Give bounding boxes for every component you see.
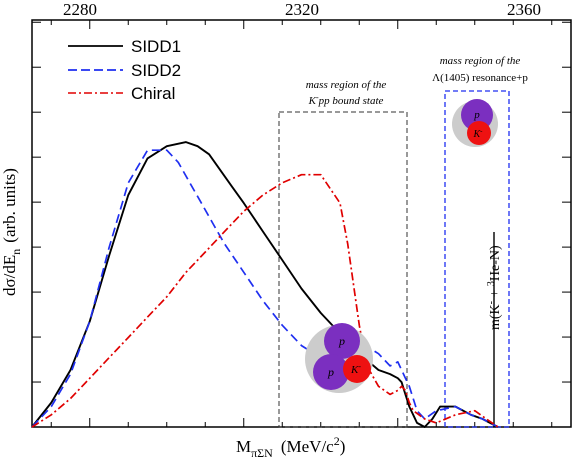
series-line-sidd1 bbox=[31, 141, 499, 428]
proton-sphere bbox=[324, 323, 360, 359]
kpp-region-box bbox=[278, 111, 408, 428]
x-tick-label: 2320 bbox=[285, 0, 319, 19]
legend-label-chiral: Chiral bbox=[131, 84, 175, 103]
legend-label-sidd2: SIDD2 bbox=[131, 61, 181, 80]
lambda-region-label-line2: Λ(1405) resonance+p bbox=[432, 72, 528, 84]
proton-label: p bbox=[327, 365, 334, 379]
series-line-sidd2 bbox=[31, 149, 499, 428]
lambda-region-label-line1: mass region of the bbox=[440, 55, 521, 67]
legend-label-sidd1: SIDD1 bbox=[131, 37, 181, 56]
x-axis-title: MπΣN (MeV/c2) bbox=[236, 434, 345, 460]
curves bbox=[31, 141, 499, 428]
lambda-p-illustration: p K- bbox=[452, 99, 498, 147]
axis-ticks bbox=[32, 20, 571, 427]
kaon-sphere bbox=[343, 355, 371, 383]
kpp-region-label-line2: K-pp bound state bbox=[308, 93, 384, 107]
proton-label: p bbox=[473, 109, 480, 121]
x-tick-label: 2280 bbox=[63, 0, 97, 19]
series-line-chiral bbox=[31, 173, 499, 428]
y-axis-title: dσ/dEn(arb. units) bbox=[0, 168, 23, 296]
kaon-label: K- bbox=[350, 362, 361, 376]
kaon-sphere bbox=[467, 121, 491, 145]
lambda-region-box bbox=[444, 90, 510, 428]
legend: SIDD1 SIDD2 Chiral bbox=[68, 37, 181, 103]
proton-sphere bbox=[313, 354, 349, 390]
proton-label: p bbox=[338, 334, 345, 348]
kpp-cluster-illustration: p p K- bbox=[305, 323, 373, 393]
threshold-label: m(K- + 3He-N) bbox=[486, 245, 503, 330]
x-tick-label: 2360 bbox=[507, 0, 541, 19]
kaon-label: K- bbox=[472, 127, 483, 140]
kpp-region-label-line1: mass region of the bbox=[306, 79, 387, 91]
